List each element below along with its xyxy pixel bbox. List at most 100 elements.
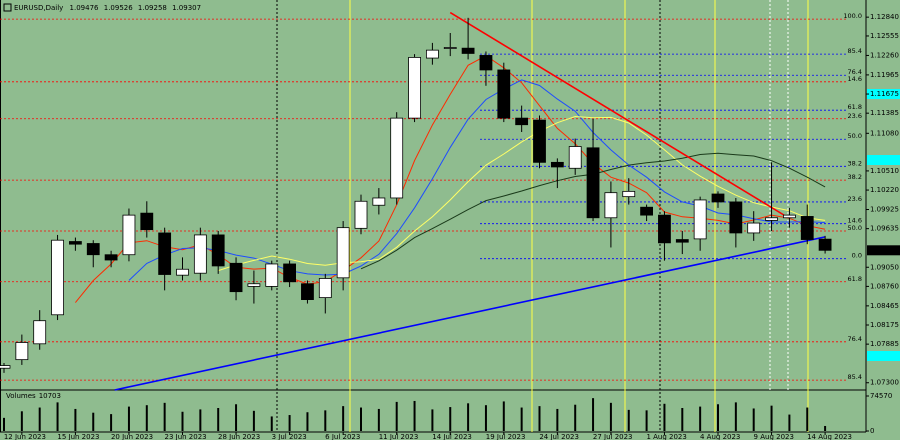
- current-price: 1.09307: [870, 246, 899, 254]
- candle-body: [783, 214, 796, 219]
- candle-body: [640, 206, 653, 216]
- volume-name: Volumes: [6, 392, 36, 400]
- fib-label: 85.4: [848, 373, 862, 381]
- candle-body: [604, 192, 618, 219]
- x-tick-label: 11 Jul 2023: [379, 433, 419, 440]
- icon: [3, 3, 12, 12]
- x-tick-label: 14 Aug 2023: [807, 433, 852, 440]
- candle-body: [301, 283, 314, 300]
- candle-body: [51, 239, 64, 316]
- y-tick-label: 1.08465: [870, 302, 899, 310]
- y-tick-label: 1.11080: [870, 129, 899, 137]
- price-box: [867, 245, 900, 256]
- candle-body: [86, 243, 100, 256]
- candle-body: [390, 117, 404, 199]
- fib-label: 50.0: [848, 224, 862, 232]
- candle-body: [497, 69, 511, 119]
- candle-body: [425, 49, 439, 59]
- x-tick-label: 6 Jul 2023: [325, 433, 360, 440]
- fib-label: 14.6: [848, 217, 862, 225]
- symbol: EURUSD,Daily: [14, 4, 63, 12]
- candle-body: [658, 214, 671, 244]
- ohlc: 1.09476: [70, 4, 99, 12]
- moving-average: [128, 79, 826, 281]
- candle-body: [283, 263, 297, 283]
- fib-label: 23.6: [848, 112, 862, 120]
- y-tick-label: 1.09050: [870, 263, 899, 271]
- candle-body: [800, 216, 814, 240]
- candle-body: [15, 342, 29, 361]
- candle-body: [675, 239, 689, 243]
- candle-body: [622, 190, 636, 198]
- y-tick-label: 1.12555: [870, 32, 899, 40]
- fib-label: 38.2: [848, 159, 862, 167]
- fib-label: 100.0: [843, 12, 862, 20]
- candle-body: [0, 365, 11, 369]
- candle-body: [693, 199, 707, 240]
- candle-body: [140, 212, 154, 231]
- candle-body: [211, 234, 225, 267]
- y-tick-label: 1.10220: [870, 186, 899, 194]
- candle-body: [122, 214, 136, 256]
- fib-label: 38.2: [848, 173, 862, 181]
- candle-body: [408, 57, 421, 119]
- axis-highlight: [867, 351, 900, 361]
- fib-label: 61.8: [848, 103, 862, 111]
- candle-body: [711, 193, 725, 203]
- candle-body: [443, 47, 457, 49]
- candle-body: [69, 241, 82, 245]
- candle-body: [247, 283, 261, 287]
- y-tick-label: 1.11675: [870, 90, 899, 98]
- candle-body: [104, 254, 118, 261]
- candle-body: [372, 197, 386, 206]
- candle-body: [747, 222, 761, 234]
- candle-body: [550, 161, 564, 168]
- vertical-dotted: [769, 0, 789, 390]
- fib-label: 61.8: [848, 275, 862, 283]
- candle-body: [229, 262, 243, 293]
- y-tick-label: 1.07300: [870, 379, 899, 387]
- trendline: [449, 11, 785, 216]
- candle-body: [33, 320, 47, 345]
- y-tick-label: 1.11965: [870, 71, 899, 79]
- volume-title: Volumes 10703: [6, 392, 61, 400]
- x-tick-label: 27 Jul 2023: [593, 433, 633, 440]
- candle-body: [818, 238, 832, 251]
- trendline: [114, 236, 826, 391]
- volume-tick-label: 74570: [870, 392, 892, 400]
- x-tick-label: 3 Jul 2023: [272, 433, 307, 440]
- axis-highlight: [867, 89, 900, 100]
- x-tick-label: 9 Aug 2023: [754, 433, 794, 440]
- candle-body: [193, 234, 207, 274]
- candle-body: [515, 117, 529, 126]
- x-tick-label: 14 Jul 2023: [432, 433, 472, 440]
- fib-label: 76.4: [848, 68, 862, 76]
- fib-label: 14.6: [848, 75, 862, 83]
- volume-last: 10703: [39, 392, 61, 400]
- candle-body: [354, 200, 368, 229]
- y-tick-label: 1.10510: [870, 167, 899, 175]
- volume-tick-label: 0: [870, 427, 874, 435]
- fib-label: 23.6: [848, 195, 862, 203]
- y-tick-label: 1.09635: [870, 225, 899, 233]
- y-tick-label: 1.07885: [870, 340, 899, 348]
- x-tick-label: 19 Jul 2023: [486, 433, 526, 440]
- x-tick-label: 1 Aug 2023: [646, 433, 686, 440]
- candle-body: [318, 278, 332, 299]
- y-tick-label: 1.11385: [870, 109, 899, 117]
- candle-body: [336, 227, 350, 279]
- candle-body: [729, 201, 743, 234]
- x-tick-label: 24 Jul 2023: [539, 433, 579, 440]
- candle-body: [586, 147, 600, 219]
- y-tick-label: 1.08760: [870, 282, 899, 290]
- candle-body: [265, 263, 279, 287]
- moving-average: [218, 115, 826, 272]
- fib-label: 50.0: [848, 132, 862, 140]
- axis-highlight: [867, 155, 900, 165]
- y-tick-label: 1.09925: [870, 206, 899, 214]
- fib-label: 0.0: [852, 252, 862, 260]
- y-tick-label: 1.12840: [870, 13, 899, 21]
- ohlc: 1.09526: [104, 4, 133, 12]
- x-tick-label: 28 Jun 2023: [218, 433, 260, 440]
